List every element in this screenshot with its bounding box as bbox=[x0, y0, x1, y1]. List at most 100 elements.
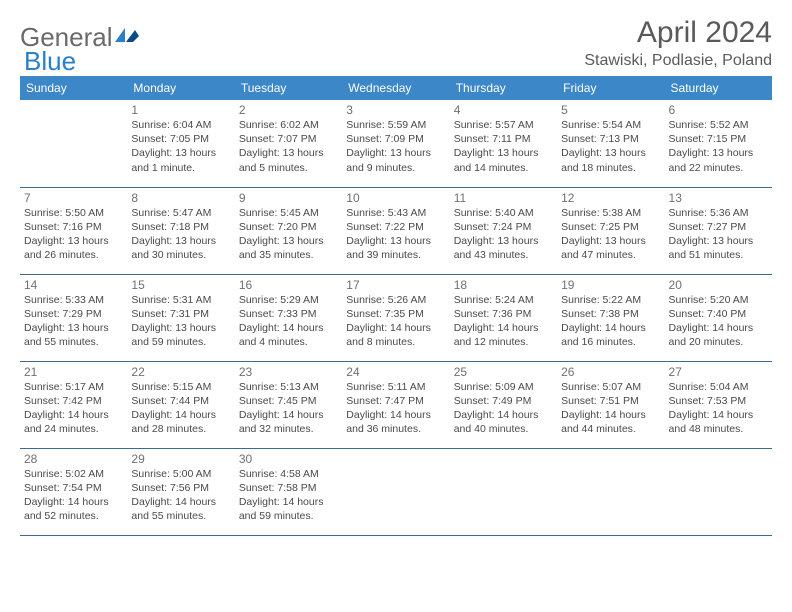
calendar-day-cell: 4Sunrise: 5:57 AMSunset: 7:11 PMDaylight… bbox=[450, 100, 557, 187]
day-info: Sunrise: 5:33 AMSunset: 7:29 PMDaylight:… bbox=[24, 293, 123, 350]
title-block: April 2024 Stawiski, Podlasie, Poland bbox=[584, 16, 772, 70]
calendar-day-cell: 5Sunrise: 5:54 AMSunset: 7:13 PMDaylight… bbox=[557, 100, 664, 187]
day-info: Sunrise: 5:38 AMSunset: 7:25 PMDaylight:… bbox=[561, 206, 660, 263]
day-number: 5 bbox=[561, 103, 660, 117]
calendar-day-cell: 18Sunrise: 5:24 AMSunset: 7:36 PMDayligh… bbox=[450, 274, 557, 361]
day-info: Sunrise: 5:24 AMSunset: 7:36 PMDaylight:… bbox=[454, 293, 553, 350]
calendar-day-cell: 24Sunrise: 5:11 AMSunset: 7:47 PMDayligh… bbox=[342, 361, 449, 448]
day-number: 16 bbox=[239, 278, 338, 292]
day-number: 1 bbox=[131, 103, 230, 117]
day-info: Sunrise: 5:57 AMSunset: 7:11 PMDaylight:… bbox=[454, 118, 553, 175]
day-number: 21 bbox=[24, 365, 123, 379]
day-info: Sunrise: 5:47 AMSunset: 7:18 PMDaylight:… bbox=[131, 206, 230, 263]
calendar-header-row: SundayMondayTuesdayWednesdayThursdayFrid… bbox=[20, 76, 772, 100]
day-number: 9 bbox=[239, 191, 338, 205]
calendar-week-row: 1Sunrise: 6:04 AMSunset: 7:05 PMDaylight… bbox=[20, 100, 772, 187]
calendar-day-cell: 26Sunrise: 5:07 AMSunset: 7:51 PMDayligh… bbox=[557, 361, 664, 448]
day-info: Sunrise: 5:45 AMSunset: 7:20 PMDaylight:… bbox=[239, 206, 338, 263]
day-info: Sunrise: 5:17 AMSunset: 7:42 PMDaylight:… bbox=[24, 380, 123, 437]
day-number: 18 bbox=[454, 278, 553, 292]
calendar-day-cell: 23Sunrise: 5:13 AMSunset: 7:45 PMDayligh… bbox=[235, 361, 342, 448]
day-number: 4 bbox=[454, 103, 553, 117]
day-number: 8 bbox=[131, 191, 230, 205]
day-number: 17 bbox=[346, 278, 445, 292]
weekday-header: Sunday bbox=[20, 76, 127, 100]
day-info: Sunrise: 5:00 AMSunset: 7:56 PMDaylight:… bbox=[131, 467, 230, 524]
day-number: 11 bbox=[454, 191, 553, 205]
logo-flag-icon bbox=[115, 28, 141, 46]
weekday-header: Wednesday bbox=[342, 76, 449, 100]
day-info: Sunrise: 5:36 AMSunset: 7:27 PMDaylight:… bbox=[669, 206, 768, 263]
day-info: Sunrise: 5:54 AMSunset: 7:13 PMDaylight:… bbox=[561, 118, 660, 175]
day-info: Sunrise: 5:40 AMSunset: 7:24 PMDaylight:… bbox=[454, 206, 553, 263]
calendar-week-row: 7Sunrise: 5:50 AMSunset: 7:16 PMDaylight… bbox=[20, 187, 772, 274]
day-number: 28 bbox=[24, 452, 123, 466]
calendar-week-row: 21Sunrise: 5:17 AMSunset: 7:42 PMDayligh… bbox=[20, 361, 772, 448]
month-title: April 2024 bbox=[584, 16, 772, 50]
day-number: 19 bbox=[561, 278, 660, 292]
calendar-day-cell: 1Sunrise: 6:04 AMSunset: 7:05 PMDaylight… bbox=[127, 100, 234, 187]
day-info: Sunrise: 6:02 AMSunset: 7:07 PMDaylight:… bbox=[239, 118, 338, 175]
weekday-header: Thursday bbox=[450, 76, 557, 100]
calendar-day-cell: 21Sunrise: 5:17 AMSunset: 7:42 PMDayligh… bbox=[20, 361, 127, 448]
weekday-header: Friday bbox=[557, 76, 664, 100]
header: General April 2024 Stawiski, Podlasie, P… bbox=[20, 16, 772, 70]
calendar-day-cell: 14Sunrise: 5:33 AMSunset: 7:29 PMDayligh… bbox=[20, 274, 127, 361]
day-info: Sunrise: 6:04 AMSunset: 7:05 PMDaylight:… bbox=[131, 118, 230, 175]
calendar-day-cell: 29Sunrise: 5:00 AMSunset: 7:56 PMDayligh… bbox=[127, 448, 234, 535]
day-number: 22 bbox=[131, 365, 230, 379]
day-number: 24 bbox=[346, 365, 445, 379]
calendar-day-cell: 13Sunrise: 5:36 AMSunset: 7:27 PMDayligh… bbox=[665, 187, 772, 274]
calendar-day-cell: 9Sunrise: 5:45 AMSunset: 7:20 PMDaylight… bbox=[235, 187, 342, 274]
calendar-day-cell: 28Sunrise: 5:02 AMSunset: 7:54 PMDayligh… bbox=[20, 448, 127, 535]
day-number: 27 bbox=[669, 365, 768, 379]
day-info: Sunrise: 5:13 AMSunset: 7:45 PMDaylight:… bbox=[239, 380, 338, 437]
day-number: 15 bbox=[131, 278, 230, 292]
calendar-day-cell: 12Sunrise: 5:38 AMSunset: 7:25 PMDayligh… bbox=[557, 187, 664, 274]
day-number: 20 bbox=[669, 278, 768, 292]
day-number: 13 bbox=[669, 191, 768, 205]
day-number: 2 bbox=[239, 103, 338, 117]
day-info: Sunrise: 5:26 AMSunset: 7:35 PMDaylight:… bbox=[346, 293, 445, 350]
day-info: Sunrise: 4:58 AMSunset: 7:58 PMDaylight:… bbox=[239, 467, 338, 524]
calendar-empty-cell bbox=[450, 448, 557, 535]
day-number: 26 bbox=[561, 365, 660, 379]
calendar-day-cell: 17Sunrise: 5:26 AMSunset: 7:35 PMDayligh… bbox=[342, 274, 449, 361]
day-number: 12 bbox=[561, 191, 660, 205]
calendar-empty-cell bbox=[20, 100, 127, 187]
day-number: 10 bbox=[346, 191, 445, 205]
day-info: Sunrise: 5:07 AMSunset: 7:51 PMDaylight:… bbox=[561, 380, 660, 437]
calendar-day-cell: 10Sunrise: 5:43 AMSunset: 7:22 PMDayligh… bbox=[342, 187, 449, 274]
day-number: 29 bbox=[131, 452, 230, 466]
day-number: 25 bbox=[454, 365, 553, 379]
calendar-empty-cell bbox=[342, 448, 449, 535]
calendar-day-cell: 7Sunrise: 5:50 AMSunset: 7:16 PMDaylight… bbox=[20, 187, 127, 274]
calendar-day-cell: 16Sunrise: 5:29 AMSunset: 7:33 PMDayligh… bbox=[235, 274, 342, 361]
calendar-day-cell: 20Sunrise: 5:20 AMSunset: 7:40 PMDayligh… bbox=[665, 274, 772, 361]
day-number: 14 bbox=[24, 278, 123, 292]
day-info: Sunrise: 5:20 AMSunset: 7:40 PMDaylight:… bbox=[669, 293, 768, 350]
calendar-day-cell: 11Sunrise: 5:40 AMSunset: 7:24 PMDayligh… bbox=[450, 187, 557, 274]
day-info: Sunrise: 5:59 AMSunset: 7:09 PMDaylight:… bbox=[346, 118, 445, 175]
weekday-header: Monday bbox=[127, 76, 234, 100]
calendar-body: 1Sunrise: 6:04 AMSunset: 7:05 PMDaylight… bbox=[20, 100, 772, 535]
weekday-header: Saturday bbox=[665, 76, 772, 100]
day-number: 7 bbox=[24, 191, 123, 205]
calendar-empty-cell bbox=[665, 448, 772, 535]
calendar-day-cell: 8Sunrise: 5:47 AMSunset: 7:18 PMDaylight… bbox=[127, 187, 234, 274]
calendar-empty-cell bbox=[557, 448, 664, 535]
calendar-week-row: 28Sunrise: 5:02 AMSunset: 7:54 PMDayligh… bbox=[20, 448, 772, 535]
day-info: Sunrise: 5:31 AMSunset: 7:31 PMDaylight:… bbox=[131, 293, 230, 350]
day-number: 23 bbox=[239, 365, 338, 379]
logo-text-blue: Blue bbox=[24, 46, 76, 77]
calendar-day-cell: 22Sunrise: 5:15 AMSunset: 7:44 PMDayligh… bbox=[127, 361, 234, 448]
calendar-day-cell: 2Sunrise: 6:02 AMSunset: 7:07 PMDaylight… bbox=[235, 100, 342, 187]
weekday-header: Tuesday bbox=[235, 76, 342, 100]
day-number: 30 bbox=[239, 452, 338, 466]
day-info: Sunrise: 5:22 AMSunset: 7:38 PMDaylight:… bbox=[561, 293, 660, 350]
calendar-day-cell: 30Sunrise: 4:58 AMSunset: 7:58 PMDayligh… bbox=[235, 448, 342, 535]
day-info: Sunrise: 5:04 AMSunset: 7:53 PMDaylight:… bbox=[669, 380, 768, 437]
calendar-day-cell: 25Sunrise: 5:09 AMSunset: 7:49 PMDayligh… bbox=[450, 361, 557, 448]
day-info: Sunrise: 5:11 AMSunset: 7:47 PMDaylight:… bbox=[346, 380, 445, 437]
calendar-day-cell: 6Sunrise: 5:52 AMSunset: 7:15 PMDaylight… bbox=[665, 100, 772, 187]
